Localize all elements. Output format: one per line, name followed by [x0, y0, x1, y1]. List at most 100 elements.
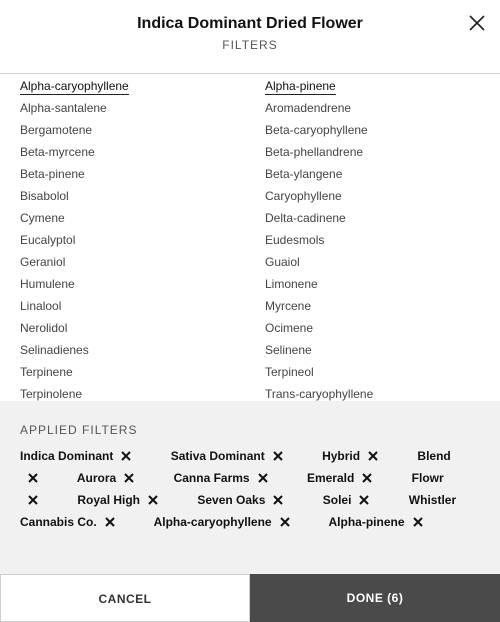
filter-option[interactable]: Geraniol — [20, 251, 250, 273]
applied-filter-chip: Sativa Dominant — [171, 449, 319, 463]
remove-x-icon[interactable] — [273, 451, 283, 461]
cancel-button[interactable]: CANCEL — [0, 574, 250, 622]
filter-option[interactable]: Terpinene — [20, 361, 250, 383]
filter-option[interactable]: Cymene — [20, 207, 250, 229]
filter-option-label: Beta-caryophyllene — [265, 123, 368, 137]
applied-filter-chip: Alpha-caryophyllene — [154, 515, 326, 529]
filter-option[interactable]: Beta-phellandrene — [265, 141, 495, 163]
filter-option[interactable]: Myrcene — [265, 295, 495, 317]
applied-filter-label: Seven Oaks — [197, 493, 265, 507]
filter-option[interactable]: Beta-caryophyllene — [265, 119, 495, 141]
remove-x-icon[interactable] — [280, 517, 290, 527]
applied-filter-label: Alpha-pinene — [329, 515, 405, 529]
filter-option[interactable]: Linalool — [20, 295, 250, 317]
filter-header: Indica Dominant Dried Flower FILTERS — [0, 0, 500, 74]
remove-x-icon[interactable] — [148, 495, 158, 505]
remove-x-icon[interactable] — [124, 473, 134, 483]
filter-option-label: Alpha-pinene — [265, 79, 336, 95]
applied-filter-label: Canna Farms — [174, 471, 250, 485]
filter-option[interactable]: Selinadienes — [20, 339, 250, 361]
filter-option-label: Nerolidol — [20, 321, 67, 335]
filter-option[interactable]: Terpinolene — [20, 383, 250, 401]
filter-option-label: Cymene — [20, 211, 65, 225]
applied-filter-chip: Alpha-pinene — [329, 515, 459, 529]
filter-option[interactable]: Limonene — [265, 273, 495, 295]
filter-option[interactable]: Alpha-santalene — [20, 97, 250, 119]
filter-option[interactable]: Bergamotene — [20, 119, 250, 141]
applied-filter-chip: Indica Dominant — [20, 449, 167, 463]
filter-option[interactable]: Caryophyllene — [265, 185, 495, 207]
filter-option-label: Alpha-caryophyllene — [20, 79, 129, 95]
filter-option[interactable]: Selinene — [265, 339, 495, 361]
close-icon[interactable] — [466, 12, 488, 34]
applied-filter-label: Hybrid — [322, 449, 360, 463]
options-column-right: Alpha-pinene Aromadendrene Beta-caryophyll… — [265, 75, 495, 401]
filter-option-label: Eucalyptol — [20, 233, 75, 247]
filter-option-label: Caryophyllene — [265, 189, 342, 203]
filter-option[interactable]: Beta-myrcene — [20, 141, 250, 163]
filter-option[interactable]: Terpineol — [265, 361, 495, 383]
remove-x-icon[interactable] — [368, 451, 378, 461]
filter-option[interactable]: Bisabolol — [20, 185, 250, 207]
filter-option-label: Myrcene — [265, 299, 311, 313]
filter-option[interactable]: Nerolidol — [20, 317, 250, 339]
filter-option-label: Beta-myrcene — [20, 145, 95, 159]
filter-option-label: Alpha-santalene — [20, 101, 107, 115]
remove-x-icon[interactable] — [121, 451, 131, 461]
remove-x-icon[interactable] — [413, 517, 423, 527]
applied-filter-label: Aurora — [77, 471, 116, 485]
remove-x-icon[interactable] — [258, 473, 268, 483]
filter-option[interactable]: Delta-cadinene — [265, 207, 495, 229]
filter-option[interactable]: Alpha-caryophyllene — [20, 75, 250, 97]
footer: CANCEL DONE (6) — [0, 574, 500, 622]
applied-filters-title: APPLIED FILTERS — [20, 423, 480, 437]
filter-option[interactable]: Aromadendrene — [265, 97, 495, 119]
remove-x-icon[interactable] — [359, 495, 369, 505]
filter-option-label: Linalool — [20, 299, 61, 313]
applied-filter-chip: Hybrid — [322, 449, 414, 463]
filter-option-label: Trans-caryophyllene — [265, 387, 373, 401]
remove-x-icon[interactable] — [362, 473, 372, 483]
remove-x-icon[interactable] — [273, 495, 283, 505]
applied-filter-chip: Canna Farms — [174, 471, 304, 485]
filter-option-label: Bergamotene — [20, 123, 92, 137]
filter-option[interactable]: Beta-ylangene — [265, 163, 495, 185]
options-column-left: Alpha-caryophyllene Alpha-santalene Bergam… — [20, 75, 250, 401]
filter-option[interactable]: Eudesmols — [265, 229, 495, 251]
applied-filter-label: Indica Dominant — [20, 449, 113, 463]
applied-filter-chips: Indica Dominant Sativa Dominant Hybrid B… — [20, 445, 480, 533]
filter-option-label: Selinene — [265, 343, 312, 357]
page-title: Indica Dominant Dried Flower — [0, 15, 500, 33]
filter-option[interactable]: Ocimene — [265, 317, 495, 339]
applied-filter-chip: Aurora — [77, 471, 170, 485]
filter-option-label: Geraniol — [20, 255, 65, 269]
filter-option-label: Terpinene — [20, 365, 73, 379]
applied-filter-label: Royal High — [77, 493, 140, 507]
applied-filter-chip: Seven Oaks — [197, 493, 319, 507]
filter-option[interactable]: Eucalyptol — [20, 229, 250, 251]
filter-option-label: Terpineol — [265, 365, 314, 379]
filter-option-label: Guaiol — [265, 255, 300, 269]
filter-option-label: Aromadendrene — [265, 101, 351, 115]
remove-x-icon[interactable] — [28, 473, 38, 483]
filter-option-label: Selinadienes — [20, 343, 89, 357]
applied-filter-label: Solei — [323, 493, 352, 507]
filter-option[interactable]: Humulene — [20, 273, 250, 295]
applied-filter-label: Alpha-caryophyllene — [154, 515, 272, 529]
filter-option-label: Delta-cadinene — [265, 211, 346, 225]
applied-filter-label: Blend — [417, 449, 450, 463]
filter-option[interactable]: Alpha-pinene — [265, 75, 495, 97]
remove-x-icon[interactable] — [105, 517, 115, 527]
filter-option-label: Limonene — [265, 277, 318, 291]
remove-x-icon[interactable] — [28, 495, 38, 505]
filter-option-label: Eudesmols — [265, 233, 324, 247]
done-button[interactable]: DONE (6) — [250, 574, 500, 622]
applied-filter-label: Emerald — [307, 471, 354, 485]
filter-option-label: Ocimene — [265, 321, 313, 335]
applied-filter-label: Sativa Dominant — [171, 449, 265, 463]
filter-options: Alpha-caryophyllene Alpha-santalene Bergam… — [0, 75, 500, 401]
filter-option[interactable]: Beta-pinene — [20, 163, 250, 185]
filter-option[interactable]: Guaiol — [265, 251, 495, 273]
filter-option[interactable]: Trans-caryophyllene — [265, 383, 495, 401]
filter-option-label: Humulene — [20, 277, 75, 291]
